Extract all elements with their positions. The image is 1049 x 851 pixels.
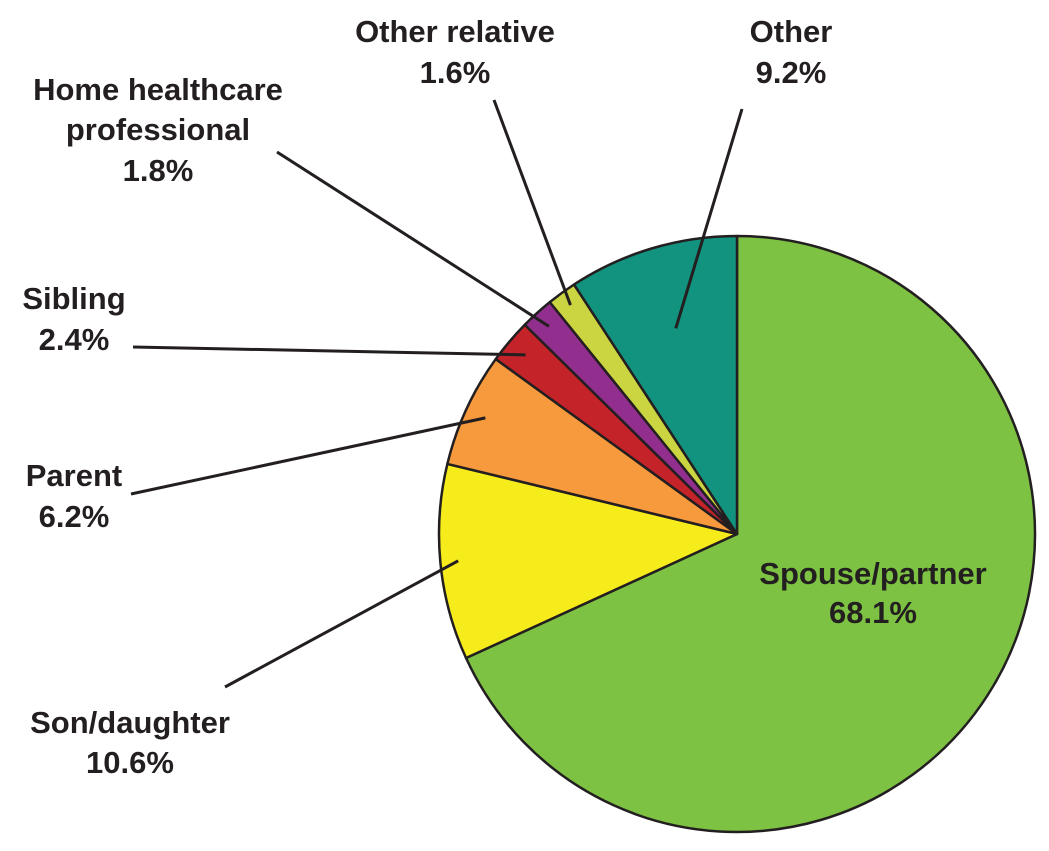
labels-layer: Spouse/partner 68.1% Son/daughter 10.6% …	[22, 14, 986, 780]
leader-line-parent	[130, 416, 486, 496]
slice-label-other: Other	[750, 14, 833, 49]
pie-slice-spouse-partner	[464, 234, 1037, 834]
leader-line-son-daughter	[224, 559, 459, 689]
slice-value-sibling: 2.4%	[39, 322, 110, 357]
pie-slice-parent	[446, 357, 739, 536]
slice-label-home-healthcare-line1: Home healthcare	[33, 72, 283, 107]
pie-slice-son-daughter	[437, 462, 739, 660]
slice-value-other-relative: 1.6%	[420, 55, 491, 90]
leader-line-sibling	[132, 345, 526, 357]
slice-value-other: 9.2%	[756, 55, 827, 90]
leader-line-home-healthcare-professional	[276, 150, 550, 328]
slice-label-son-daughter: Son/daughter	[30, 705, 230, 740]
slices-layer	[437, 234, 1037, 834]
slice-label-other-relative: Other relative	[355, 14, 555, 49]
slice-label-parent: Parent	[26, 458, 122, 493]
slice-label-spouse-partner: Spouse/partner	[759, 556, 986, 591]
leader-line-other	[674, 108, 744, 329]
pie-slice-other	[572, 234, 739, 536]
slice-label-home-healthcare-line2: professional	[66, 112, 250, 147]
leader-line-other-relative	[492, 99, 572, 306]
slice-value-parent: 6.2%	[39, 499, 110, 534]
slice-value-home-healthcare: 1.8%	[123, 153, 194, 188]
slice-value-spouse-partner: 68.1%	[829, 595, 917, 630]
leader-lines-layer	[130, 99, 744, 689]
slice-label-sibling: Sibling	[22, 281, 125, 316]
slice-value-son-daughter: 10.6%	[86, 745, 174, 780]
